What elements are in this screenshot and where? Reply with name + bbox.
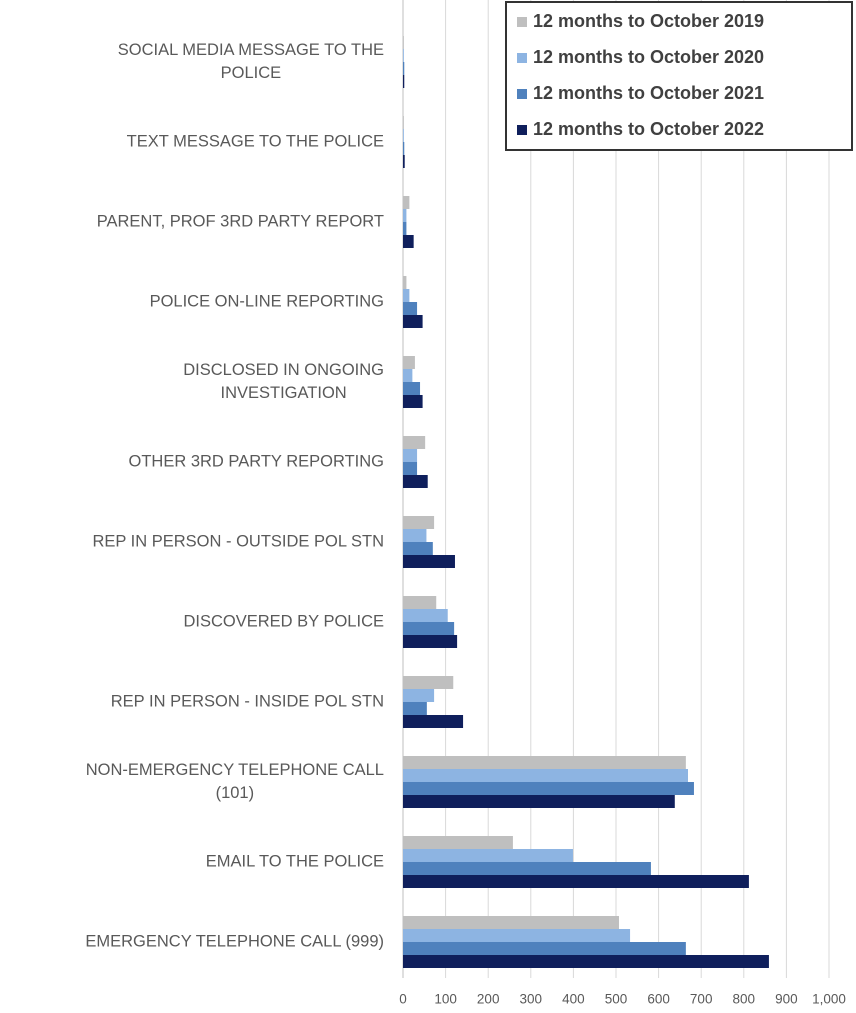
- bar: [403, 542, 433, 555]
- bar: [403, 756, 686, 769]
- category-label: OTHER 3RD PARTY REPORTING: [128, 452, 385, 471]
- bar: [403, 929, 631, 942]
- bar: [403, 62, 405, 75]
- category-label: EMAIL TO THE POLICE: [205, 852, 384, 871]
- bar: [403, 516, 435, 529]
- legend-label: 12 months to October 2020: [533, 47, 764, 67]
- bar: [403, 222, 407, 235]
- bar: [403, 142, 405, 155]
- bar: [403, 462, 418, 475]
- category-label: SOCIAL MEDIA MESSAGE TO THE POLICE: [117, 41, 384, 82]
- category-label: DISCOVERED BY POLICE: [183, 612, 384, 631]
- bar: [403, 596, 437, 609]
- x-tick-label: 1,000: [812, 992, 846, 1007]
- bar: [403, 942, 686, 955]
- category-label: PARENT, PROF 3RD PARTY REPORT: [96, 212, 384, 231]
- bar: [403, 36, 404, 49]
- category-label: POLICE ON-LINE REPORTING: [149, 292, 384, 311]
- bar: [403, 369, 413, 382]
- bar: [403, 116, 404, 129]
- bar: [403, 849, 573, 862]
- legend: 12 months to October 2019 12 months to Oc…: [505, 1, 853, 151]
- legend-marker: [517, 17, 527, 27]
- bar: [403, 196, 410, 209]
- bar: [403, 702, 427, 715]
- legend-label: 12 months to October 2019: [533, 11, 764, 31]
- bar: [403, 302, 418, 315]
- bar: [403, 609, 448, 622]
- bar: [403, 449, 418, 462]
- x-tick-label: 600: [647, 992, 670, 1007]
- bar: [403, 862, 651, 875]
- bar: [403, 315, 423, 328]
- legend-box: [505, 1, 853, 151]
- category-label: TEXT MESSAGE TO THE POLICE: [126, 132, 384, 151]
- category-label: DISCLOSED IN ONGOING INVESTIGATION: [183, 361, 384, 402]
- legend-marker: [517, 89, 527, 99]
- category-label: REP IN PERSON - INSIDE POL STN: [110, 692, 384, 711]
- bar: [403, 209, 407, 222]
- x-tick-label: 100: [434, 992, 457, 1007]
- category-label: NON-EMERGENCY TELEPHONE CALL (101): [85, 761, 384, 802]
- bar: [403, 875, 749, 888]
- legend-label: 12 months to October 2021: [533, 83, 764, 103]
- x-tick-label: 800: [733, 992, 756, 1007]
- category-label: EMERGENCY TELEPHONE CALL (999): [85, 932, 384, 951]
- x-tick-label: 0: [399, 992, 407, 1007]
- bar: [403, 795, 675, 808]
- bar: [403, 356, 415, 369]
- bar: [403, 289, 410, 302]
- bar: [403, 49, 404, 62]
- bar: [403, 75, 405, 88]
- bar: [403, 916, 619, 929]
- bar: [403, 436, 426, 449]
- bar: [403, 555, 455, 568]
- x-tick-label: 700: [690, 992, 713, 1007]
- bar: [403, 836, 513, 849]
- bar: [403, 235, 414, 248]
- category-label: REP IN PERSON - OUTSIDE POL STN: [92, 532, 384, 551]
- bar: [403, 475, 428, 488]
- legend-label: 12 months to October 2022: [533, 119, 764, 139]
- x-tick-label: 400: [562, 992, 585, 1007]
- bar: [403, 155, 405, 168]
- bar: [403, 769, 688, 782]
- x-tick-label: 300: [520, 992, 543, 1007]
- bar: [403, 676, 454, 689]
- bar: [403, 622, 455, 635]
- bar: [403, 529, 427, 542]
- x-tick-label: 900: [775, 992, 798, 1007]
- x-tick-label: 200: [477, 992, 500, 1007]
- bar: [403, 715, 464, 728]
- legend-marker: [517, 53, 527, 63]
- bar: [403, 276, 407, 289]
- bar: [403, 955, 769, 968]
- bar: [403, 395, 423, 408]
- legend-marker: [517, 125, 527, 135]
- bar: [403, 689, 435, 702]
- bar: [403, 782, 694, 795]
- x-tick-label: 500: [605, 992, 628, 1007]
- bar: [403, 129, 404, 142]
- bar: [403, 635, 458, 648]
- bar: [403, 382, 421, 395]
